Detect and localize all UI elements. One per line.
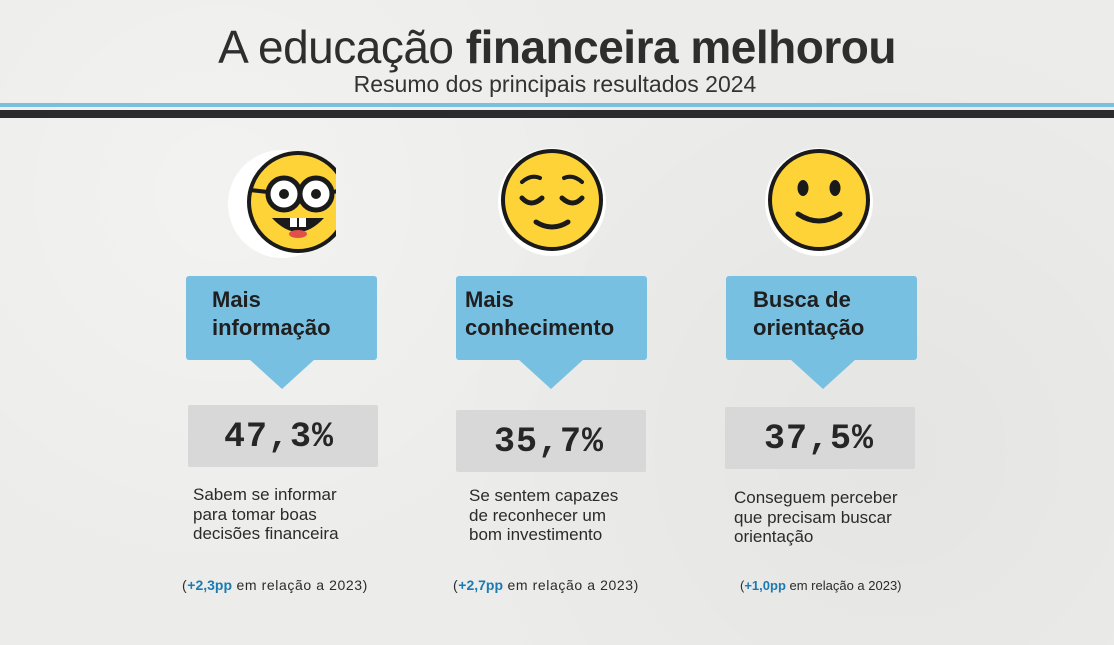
- delta-rest: em relação a 2023): [232, 577, 368, 593]
- label-bubble: [456, 276, 647, 360]
- bubble-tail: [518, 359, 584, 389]
- value-conhecimento: 35,7%: [494, 422, 605, 462]
- description-informacao: Sabem se informar para tomar boas decisõ…: [193, 485, 339, 543]
- value-box: [188, 405, 378, 467]
- label-bubble: [186, 276, 377, 360]
- delta-open: (: [453, 577, 459, 593]
- smiling-face-icon: [765, 148, 873, 256]
- delta-pp-orientacao: +1,0pp: [744, 578, 786, 593]
- delta-rest: em relação a 2023): [503, 577, 639, 593]
- header-rule-dark: [0, 110, 1114, 118]
- delta-open: (: [182, 577, 188, 593]
- delta-rest: em relação a 2023): [785, 578, 902, 593]
- page-title-bold: financeira melhorou: [465, 21, 897, 73]
- bubble-tail: [790, 359, 856, 389]
- label-conhecimento: Mais conhecimento: [465, 287, 615, 340]
- relieved-face-icon: [498, 148, 606, 256]
- description-conhecimento: Se sentem capazes de reconhecer um bom i…: [469, 486, 619, 544]
- description-orientacao: Conseguem perceber que precisam buscar o…: [734, 488, 898, 546]
- delta-informacao: (+2,3pp em relação a 2023): [182, 577, 368, 593]
- page-title: A educação financeira melhorou: [0, 20, 1114, 74]
- value-orientacao: 37,5%: [764, 419, 875, 459]
- delta-pp-conhecimento: +2,7pp: [458, 577, 504, 593]
- delta-open: (: [740, 578, 745, 593]
- label-orientacao: Busca de orientação: [753, 287, 865, 340]
- delta-orientacao: (+1,0pp em relação a 2023): [740, 578, 902, 593]
- page-title-regular: A educação: [218, 21, 466, 73]
- label-informacao: Mais informação: [212, 287, 331, 340]
- page-subtitle: Resumo dos principais resultados 2024: [353, 71, 757, 97]
- delta-pp-informacao: +2,3pp: [187, 577, 233, 593]
- value-box: [456, 410, 646, 472]
- value-box: [725, 407, 915, 469]
- header-rule-blue: [0, 103, 1114, 107]
- delta-conhecimento: (+2,7pp em relação a 2023): [453, 577, 639, 593]
- value-informacao: 47,3%: [224, 417, 335, 457]
- label-bubble: [726, 276, 917, 360]
- nerd-face-icon: [228, 150, 336, 258]
- bubble-tail: [249, 359, 315, 389]
